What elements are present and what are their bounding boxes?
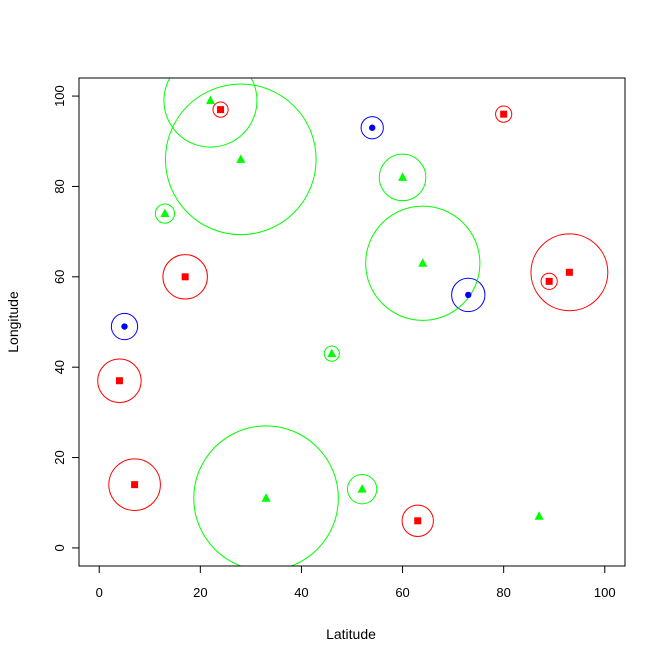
radius-circle — [495, 105, 513, 123]
square-point — [217, 106, 225, 114]
y-tick-label: 80 — [52, 179, 67, 193]
square-point — [131, 481, 139, 489]
square-point — [115, 377, 123, 385]
triangle-point — [534, 511, 544, 520]
radius-circle — [360, 116, 384, 140]
square-point — [545, 277, 553, 285]
radius-circle — [378, 153, 427, 202]
y-axis-title: Longitude — [5, 291, 21, 353]
radius-circle — [193, 425, 339, 566]
data-points — [115, 95, 573, 525]
x-tick-label: 40 — [294, 585, 308, 600]
radius-circle — [154, 203, 176, 224]
radius-circle — [212, 101, 229, 118]
y-tick-label: 40 — [52, 360, 67, 374]
y-tick-label: 0 — [52, 544, 67, 551]
y-tick-label: 60 — [52, 270, 67, 284]
radius-circle — [451, 277, 486, 313]
y-axis: 0 20 40 60 80 100 — [52, 85, 80, 552]
x-tick-label: 100 — [594, 585, 616, 600]
triangle-point — [236, 154, 246, 163]
square-point — [414, 517, 422, 525]
triangle-point — [327, 348, 337, 358]
square-point — [500, 110, 508, 118]
radius-circle — [97, 358, 142, 403]
radius-circle — [164, 83, 317, 236]
radius-circle — [163, 78, 258, 148]
y-tick-label: 100 — [52, 85, 67, 107]
x-tick-label: 60 — [395, 585, 409, 600]
circle-point — [369, 124, 376, 131]
circle-point — [465, 291, 472, 299]
radius-circle — [323, 345, 340, 362]
x-axis-title: Latitude — [326, 626, 376, 642]
x-tick-label: 20 — [193, 585, 207, 600]
radius-circle — [530, 233, 609, 312]
x-axis: 0 20 40 60 80 100 — [96, 565, 616, 600]
y-tick-label: 20 — [52, 450, 67, 464]
triangle-point — [357, 484, 367, 493]
square-point — [181, 273, 189, 281]
radius-circle — [162, 254, 208, 300]
triangle-point — [261, 493, 271, 502]
radius-circle — [346, 474, 378, 505]
circle-point — [121, 323, 128, 330]
radius-circle — [110, 312, 139, 341]
radius-circle — [540, 272, 558, 290]
plot-frame — [78, 77, 626, 567]
radius-circle — [108, 458, 161, 511]
triangle-point — [398, 172, 408, 181]
radius-circle — [365, 205, 481, 321]
radius-circles — [97, 78, 609, 566]
square-point — [565, 268, 573, 276]
triangle-point — [160, 208, 170, 218]
x-tick-label: 0 — [96, 585, 103, 600]
triangle-point — [205, 95, 215, 105]
x-tick-label: 80 — [496, 585, 510, 600]
radius-circle — [401, 504, 434, 537]
triangle-point — [418, 258, 428, 267]
